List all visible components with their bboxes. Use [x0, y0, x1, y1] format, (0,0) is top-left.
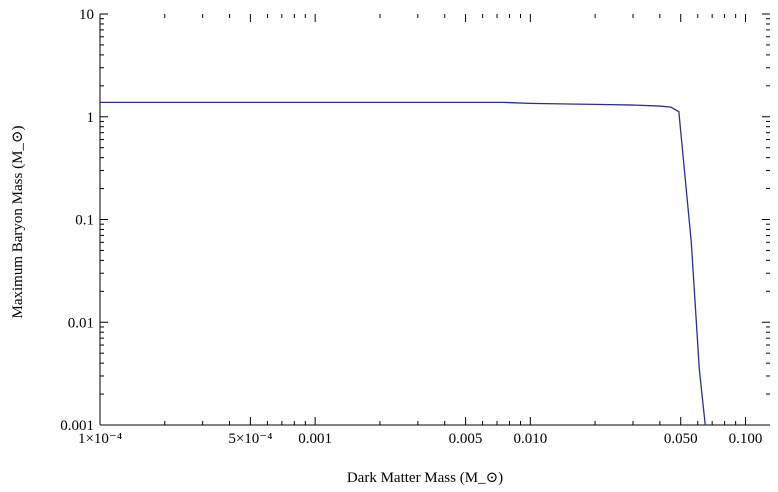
y-tick-label: 0.1 [75, 213, 94, 229]
x-tick-label: 5×10⁻⁴ [228, 431, 272, 447]
x-tick-label: 0.100 [729, 431, 763, 447]
x-tick-label: 0.001 [298, 431, 332, 447]
y-tick-label: 1 [87, 110, 95, 126]
x-tick-label: 0.050 [664, 431, 698, 447]
y-tick-label: 0.01 [68, 315, 94, 331]
ticks [99, 13, 770, 426]
y-tick-label: 0.001 [60, 418, 94, 434]
tick-labels: 1×10⁻⁴ 5×10⁻⁴ 0.001 0.005 0.010 0.050 0.100 0.0… [60, 7, 762, 447]
axes [99, 14, 770, 426]
y-axis-title: Maximum Baryon Mass (M_⊙) [10, 126, 26, 319]
x-tick-label: 0.005 [449, 431, 483, 447]
x-tick-label: 0.010 [513, 431, 547, 447]
y-tick-label: 10 [79, 7, 94, 23]
series-group [100, 101, 706, 426]
x-tick-label: 1×10⁻⁴ [78, 431, 122, 447]
x-axis-title: Dark Matter Mass (M_⊙) [347, 470, 503, 486]
series-line-1 [100, 101, 706, 426]
